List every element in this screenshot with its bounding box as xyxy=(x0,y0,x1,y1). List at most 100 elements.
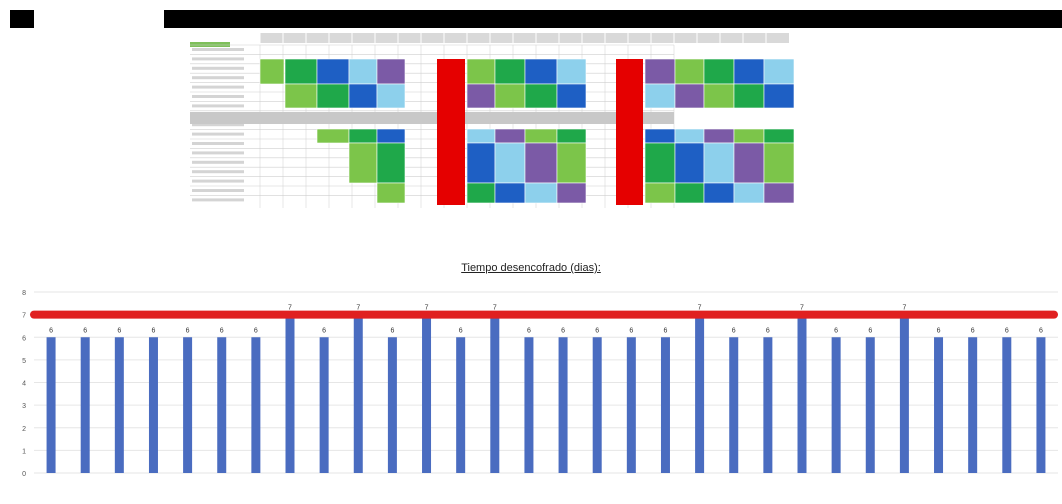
schedule-cell xyxy=(733,83,765,109)
bar xyxy=(934,337,944,473)
schedule-cell xyxy=(524,83,558,109)
schedule-cell xyxy=(703,128,735,144)
schedule-cell xyxy=(644,58,676,85)
schedule-cell xyxy=(763,142,795,184)
schedule-cell xyxy=(376,182,406,204)
row-label-placeholder xyxy=(192,179,244,183)
schedule-cell xyxy=(494,128,526,144)
row-label-placeholder xyxy=(192,142,244,145)
bar xyxy=(831,337,841,473)
y-tick-label: 1 xyxy=(22,448,26,455)
bar xyxy=(660,337,670,473)
data-label: 6 xyxy=(868,327,872,334)
schedule-cell xyxy=(524,142,558,184)
schedule-cell xyxy=(763,58,795,85)
schedule-cell xyxy=(494,83,526,109)
data-label: 7 xyxy=(800,305,804,312)
bar xyxy=(183,337,193,473)
schedule-cell xyxy=(466,128,496,144)
y-tick-label: 0 xyxy=(22,471,26,478)
schedule-cell xyxy=(674,58,705,85)
data-label: 7 xyxy=(698,305,702,312)
row-label-placeholder xyxy=(192,132,244,136)
label-green-tag xyxy=(190,42,230,47)
data-label: 7 xyxy=(493,305,497,312)
data-label: 6 xyxy=(83,327,87,334)
data-label: 6 xyxy=(937,327,941,334)
bar xyxy=(1036,337,1046,473)
bar xyxy=(251,337,261,473)
schedule-cell xyxy=(556,142,587,184)
bar xyxy=(797,314,807,473)
bar xyxy=(148,337,158,473)
schedule-cell xyxy=(466,83,496,109)
data-label: 6 xyxy=(629,327,633,334)
y-tick-label: 6 xyxy=(22,335,26,342)
data-label: 7 xyxy=(288,305,292,312)
bar xyxy=(490,314,500,473)
schedule-cell xyxy=(763,128,795,144)
bar xyxy=(80,337,90,473)
row-label-placeholder xyxy=(192,170,244,174)
schedule-cell xyxy=(466,142,496,184)
schedule-cell xyxy=(348,142,378,184)
y-tick-label: 2 xyxy=(22,426,26,433)
bar xyxy=(1002,337,1012,473)
schedule-cell xyxy=(316,58,350,85)
bar xyxy=(695,314,705,473)
schedule-cell xyxy=(703,58,735,85)
row-label-placeholder xyxy=(192,48,244,51)
bar xyxy=(319,337,329,473)
y-tick-label: 7 xyxy=(22,313,26,320)
bar xyxy=(865,337,875,473)
data-label: 6 xyxy=(1005,327,1009,334)
data-label: 7 xyxy=(425,305,429,312)
schedule-cell xyxy=(674,83,705,109)
y-tick-label: 3 xyxy=(22,403,26,410)
row-label-placeholder xyxy=(192,85,244,89)
schedule-cell xyxy=(733,58,765,85)
schedule-cell xyxy=(733,182,765,204)
schedule-cell xyxy=(284,58,318,85)
schedule-cell xyxy=(733,128,765,144)
redaction-bar xyxy=(164,10,1062,28)
bar xyxy=(729,337,739,473)
data-label: 7 xyxy=(356,305,360,312)
bar xyxy=(353,314,363,473)
bar xyxy=(114,337,124,473)
schedule-cell xyxy=(556,128,587,144)
row-label-placeholder xyxy=(192,95,244,98)
schedule-cell xyxy=(644,182,676,204)
schedule-cell xyxy=(376,142,406,184)
bar xyxy=(422,314,432,473)
schedule-cell xyxy=(703,182,735,204)
schedule-cell xyxy=(674,142,705,184)
data-label: 6 xyxy=(220,327,224,334)
row-label-placeholder xyxy=(192,151,244,155)
red-divider xyxy=(616,59,643,205)
schedule-cell xyxy=(376,128,406,144)
bar xyxy=(387,337,397,473)
schedule-cell xyxy=(259,58,285,85)
bar-chart-plot: 0 1 2 3 4 5 6 7 8 6 6 6 6 6 6 6 7 6 7 6 7 6 7 6 6 6 6 6 7 6 6 7 6 6 7 6 6 6 6 xyxy=(22,290,1058,478)
row-label-placeholder xyxy=(192,160,244,164)
schedule-cell xyxy=(644,142,676,184)
schedule-cell xyxy=(644,83,676,109)
bar xyxy=(899,314,909,473)
schedule-cell xyxy=(674,182,705,204)
schedule-cell xyxy=(556,83,587,109)
red-divider xyxy=(437,59,465,205)
formwork-schedule-table xyxy=(190,33,805,208)
bar-chart: 0 1 2 3 4 5 6 7 8 6 6 6 6 6 6 6 7 6 7 6 7 6 7 6 6 6 6 6 7 6 6 7 6 6 7 6 6 6 6 xyxy=(0,280,1062,499)
schedule-cell xyxy=(703,83,735,109)
schedule-cell xyxy=(524,182,558,204)
data-label: 6 xyxy=(561,327,565,334)
data-label: 6 xyxy=(254,327,258,334)
schedule-cell xyxy=(644,128,676,144)
row-label-placeholder xyxy=(192,189,244,192)
y-tick-label: 4 xyxy=(22,381,26,388)
y-tick-label: 5 xyxy=(22,358,26,365)
y-tick-label: 8 xyxy=(22,290,26,297)
schedule-cell xyxy=(494,58,526,85)
section-band xyxy=(190,112,674,124)
